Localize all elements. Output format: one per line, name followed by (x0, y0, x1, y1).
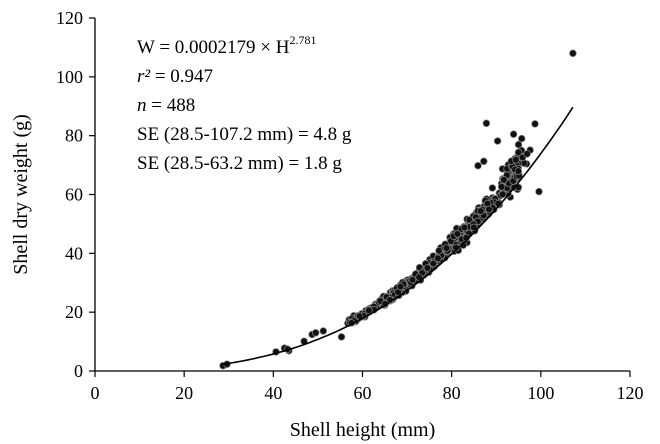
data-point (569, 49, 577, 58)
y-axis-ticks: 0 20 40 60 80 100 120 (56, 8, 95, 381)
fit-curve (221, 106, 574, 366)
y-axis-title: Shell dry weight (g) (10, 114, 32, 275)
r-squared-label: r² = 0.947 (137, 66, 213, 87)
n-symbol: n (137, 95, 147, 116)
data-point (459, 241, 467, 249)
data-point (531, 120, 539, 128)
data-point (514, 167, 523, 175)
se-partial-range-label: SE (28.5-63.2 mm) = 1.8 g (137, 153, 342, 174)
data-point (460, 223, 469, 232)
equation-label: W = 0.0002179 × H2.781 (137, 33, 317, 58)
y-tick-label: 80 (65, 126, 83, 146)
equation-exponent: 2.781 (290, 33, 317, 47)
data-point (453, 230, 462, 238)
data-point (311, 329, 320, 337)
data-point (482, 119, 491, 128)
data-point (488, 184, 497, 192)
data-point (429, 259, 438, 268)
annotation-block: W = 0.0002179 × H2.781 r² = 0.947 n = 48… (137, 33, 352, 174)
x-tick-label: 100 (527, 383, 554, 403)
data-point (480, 157, 488, 166)
data-point (514, 140, 523, 149)
y-tick-label: 40 (65, 243, 83, 263)
data-point (512, 156, 520, 164)
y-tick-label: 120 (56, 8, 83, 28)
data-point (509, 130, 518, 138)
data-point (470, 223, 478, 232)
x-tick-label: 40 (264, 383, 282, 403)
x-axis-title: Shell height (mm) (290, 419, 436, 441)
data-point (485, 205, 493, 214)
data-point (319, 327, 328, 335)
data-point (434, 254, 442, 263)
data-point (365, 306, 373, 315)
data-point (442, 244, 451, 252)
r-squared-value: = 0.947 (150, 66, 213, 87)
n-value: = 488 (147, 95, 196, 116)
data-point (337, 333, 346, 341)
x-tick-label: 80 (443, 383, 461, 403)
x-tick-label: 0 (91, 383, 100, 403)
se-full-range-label: SE (28.5-107.2 mm) = 4.8 g (137, 124, 352, 145)
y-tick-label: 100 (56, 67, 83, 87)
data-point (408, 276, 417, 284)
x-tick-label: 20 (175, 383, 193, 403)
data-point (498, 190, 507, 199)
y-tick-label: 0 (74, 361, 83, 381)
data-point (396, 282, 405, 291)
data-point (535, 187, 543, 196)
x-tick-label: 60 (354, 383, 372, 403)
data-point (523, 150, 531, 158)
x-tick-label: 120 (617, 383, 644, 403)
equation-main: W = 0.0002179 × H (137, 37, 290, 58)
data-points (219, 49, 577, 370)
r-squared-symbol: r² (137, 66, 150, 87)
y-tick-label: 20 (65, 302, 83, 322)
data-point (500, 176, 508, 184)
data-point (423, 264, 432, 272)
data-point (474, 161, 482, 170)
data-point (476, 207, 485, 215)
data-point (435, 246, 443, 255)
data-point (517, 134, 526, 143)
data-point (497, 183, 506, 191)
data-point (493, 137, 502, 145)
sample-size-label: n = 488 (137, 95, 195, 116)
x-axis-ticks: 0 20 40 60 80 100 120 (91, 371, 644, 403)
y-tick-label: 60 (65, 185, 83, 205)
data-point (514, 148, 523, 157)
